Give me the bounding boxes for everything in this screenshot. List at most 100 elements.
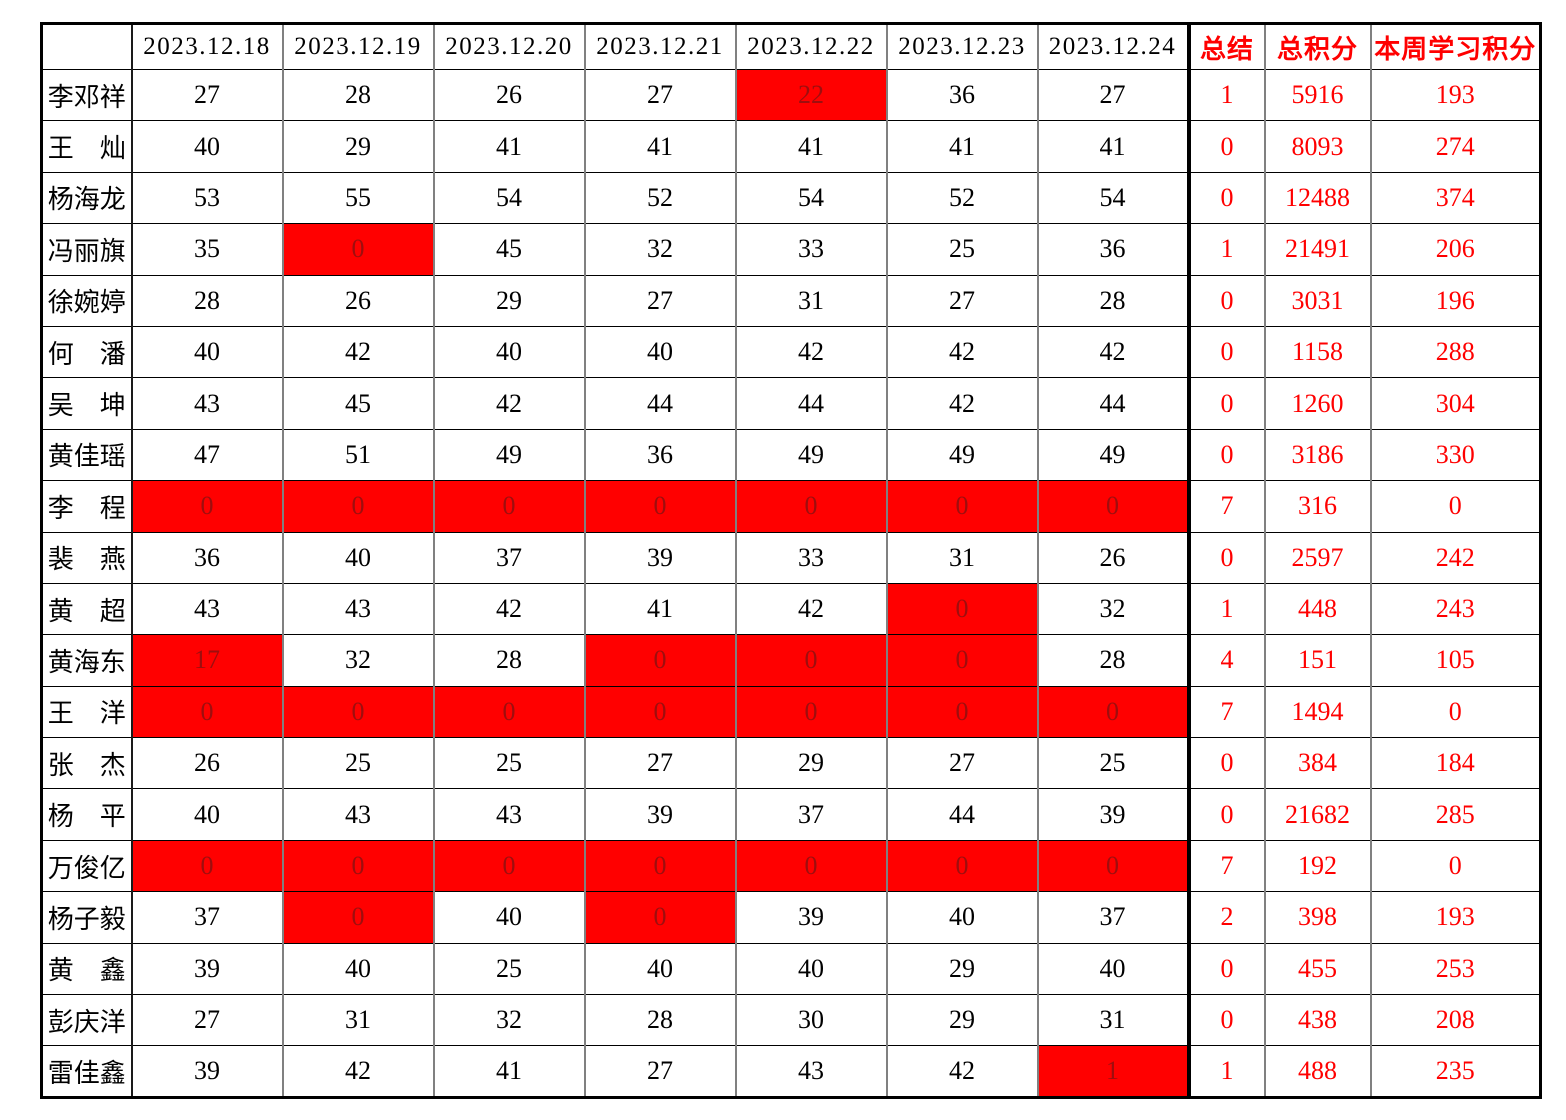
score-sheet: 2023.12.18 2023.12.19 2023.12.20 2023.12…: [40, 22, 1542, 1099]
week-points-cell: 105: [1369, 634, 1542, 687]
day-score-cell: 41: [734, 120, 888, 173]
day-score-cell: 42: [885, 377, 1039, 430]
student-name: 张 杰: [40, 737, 133, 790]
day-score-cell: 45: [281, 377, 435, 430]
student-name: 王 灿: [40, 120, 133, 173]
day-score-cell: 41: [583, 120, 737, 173]
day-score-cell: 36: [583, 428, 737, 482]
header-date-1221: 2023.12.21: [583, 23, 737, 70]
day-score-cell: 44: [734, 377, 888, 430]
day-score-cell: 33: [734, 531, 888, 584]
student-row: 李 程 0 0 0 0 0 0 0 7 316 0: [40, 480, 1542, 533]
day-score-cell: 0: [1036, 685, 1190, 739]
day-score-cell: 0: [885, 685, 1039, 739]
day-score-cell: 51: [281, 428, 435, 482]
student-name: 李 程: [40, 480, 133, 533]
student-name: 黄 超: [40, 582, 133, 636]
day-score-cell: 0: [885, 634, 1039, 687]
day-score-cell: 0: [281, 891, 435, 944]
day-score-cell: 49: [432, 428, 586, 482]
day-score-cell: 40: [130, 120, 284, 173]
total-points-cell: 1260: [1263, 377, 1372, 430]
summary-cell: 7: [1186, 685, 1266, 739]
day-score-cell: 49: [734, 428, 888, 482]
total-points-cell: 316: [1263, 480, 1372, 533]
day-score-cell: 1: [1036, 1045, 1190, 1098]
day-score-cell: 0: [281, 480, 435, 533]
day-score-cell: 40: [130, 325, 284, 379]
day-score-cell: 28: [432, 634, 586, 687]
day-score-cell: 28: [130, 274, 284, 327]
total-points-cell: 398: [1263, 891, 1372, 944]
day-score-cell: 52: [583, 171, 737, 225]
day-score-cell: 29: [734, 737, 888, 790]
week-points-cell: 374: [1369, 171, 1542, 225]
day-score-cell: 17: [130, 634, 284, 687]
summary-cell: 0: [1186, 788, 1266, 841]
student-row: 黄海东 17 32 28 0 0 0 28 4 151 105: [40, 634, 1542, 687]
day-score-cell: 39: [1036, 788, 1190, 841]
day-score-cell: 37: [734, 788, 888, 841]
student-name: 杨海龙: [40, 171, 133, 225]
day-score-cell: 40: [885, 891, 1039, 944]
student-row: 何 潘 40 42 40 40 42 42 42 0 1158 288: [40, 325, 1542, 379]
total-points-cell: 384: [1263, 737, 1372, 790]
header-row: 2023.12.18 2023.12.19 2023.12.20 2023.12…: [40, 23, 1542, 70]
day-score-cell: 0: [130, 839, 284, 893]
total-points-cell: 151: [1263, 634, 1372, 687]
day-score-cell: 40: [130, 788, 284, 841]
student-row: 雷佳鑫 39 42 41 27 43 42 1 1 488 235: [40, 1045, 1542, 1098]
student-name: 彭庆洋: [40, 994, 133, 1047]
day-score-cell: 31: [734, 274, 888, 327]
day-score-cell: 27: [130, 994, 284, 1047]
summary-cell: 0: [1186, 737, 1266, 790]
summary-cell: 2: [1186, 891, 1266, 944]
week-points-cell: 0: [1369, 839, 1542, 893]
day-score-cell: 27: [583, 737, 737, 790]
header-date-1220: 2023.12.20: [432, 23, 586, 70]
day-score-cell: 40: [281, 942, 435, 996]
summary-cell: 0: [1186, 171, 1266, 225]
student-name: 裴 燕: [40, 531, 133, 584]
student-row: 冯丽旗 35 0 45 32 33 25 36 1 21491 206: [40, 223, 1542, 276]
day-score-cell: 42: [885, 325, 1039, 379]
day-score-cell: 0: [734, 839, 888, 893]
day-score-cell: 40: [1036, 942, 1190, 996]
header-total-points: 总积分: [1263, 23, 1372, 70]
student-row: 杨子毅 37 0 40 0 39 40 37 2 398 193: [40, 891, 1542, 944]
day-score-cell: 43: [281, 788, 435, 841]
day-score-cell: 39: [583, 788, 737, 841]
student-name: 黄 鑫: [40, 942, 133, 996]
day-score-cell: 43: [130, 377, 284, 430]
student-name: 徐婉婷: [40, 274, 133, 327]
summary-cell: 1: [1186, 1045, 1266, 1098]
day-score-cell: 43: [281, 582, 435, 636]
day-score-cell: 0: [885, 582, 1039, 636]
student-row: 王 灿 40 29 41 41 41 41 41 0 8093 274: [40, 120, 1542, 173]
student-name: 黄佳瑶: [40, 428, 133, 482]
student-row: 万俊亿 0 0 0 0 0 0 0 7 192 0: [40, 839, 1542, 893]
day-score-cell: 41: [885, 120, 1039, 173]
day-score-cell: 42: [1036, 325, 1190, 379]
day-score-cell: 0: [734, 480, 888, 533]
total-points-cell: 21682: [1263, 788, 1372, 841]
week-points-cell: 0: [1369, 480, 1542, 533]
day-score-cell: 31: [885, 531, 1039, 584]
day-score-cell: 31: [281, 994, 435, 1047]
day-score-cell: 0: [432, 839, 586, 893]
week-points-cell: 208: [1369, 994, 1542, 1047]
day-score-cell: 25: [432, 737, 586, 790]
day-score-cell: 37: [1036, 891, 1190, 944]
day-score-cell: 39: [130, 942, 284, 996]
day-score-cell: 27: [1036, 68, 1190, 122]
day-score-cell: 27: [885, 737, 1039, 790]
day-score-cell: 0: [734, 634, 888, 687]
day-score-cell: 30: [734, 994, 888, 1047]
day-score-cell: 54: [734, 171, 888, 225]
day-score-cell: 0: [885, 480, 1039, 533]
day-score-cell: 27: [583, 274, 737, 327]
day-score-cell: 53: [130, 171, 284, 225]
day-score-cell: 40: [734, 942, 888, 996]
day-score-cell: 25: [281, 737, 435, 790]
header-summary: 总结: [1186, 23, 1266, 70]
